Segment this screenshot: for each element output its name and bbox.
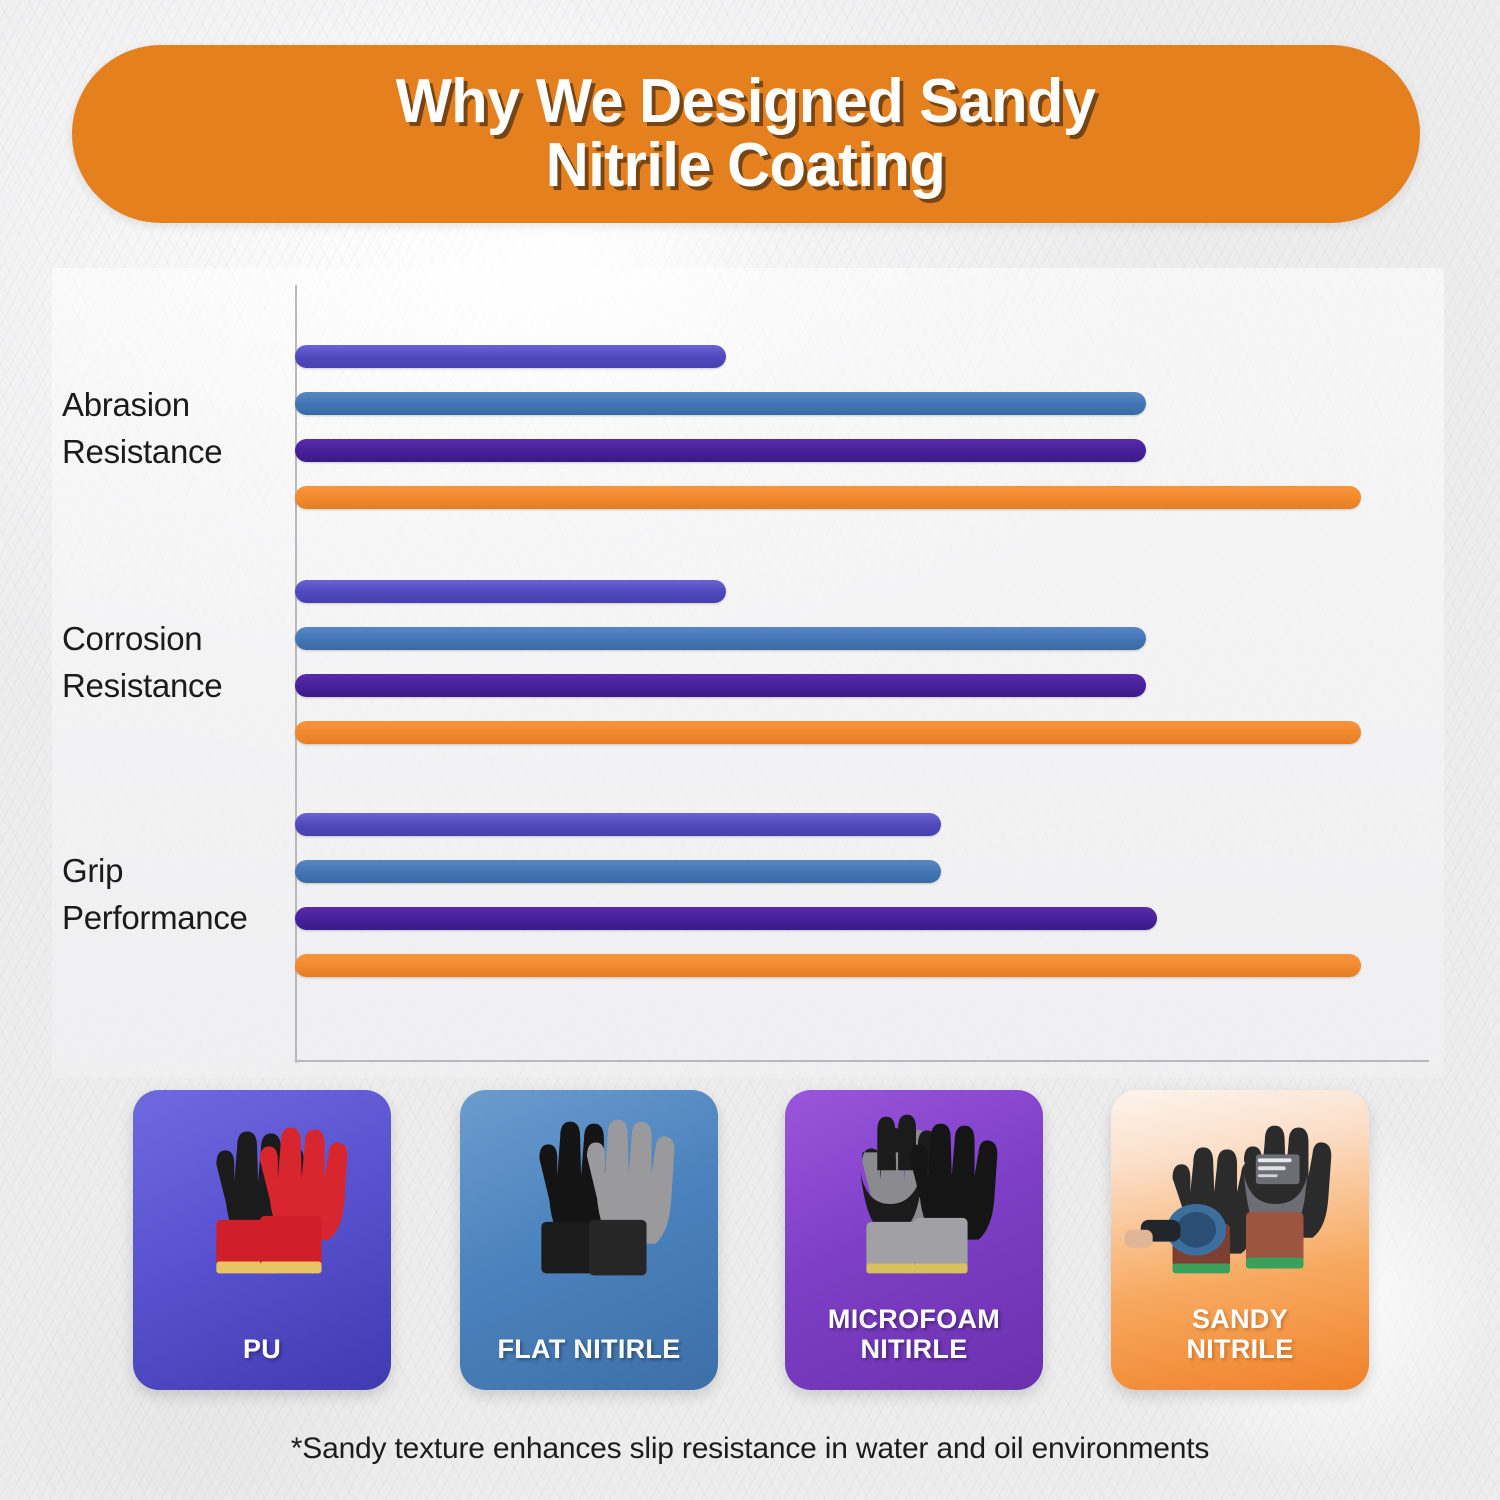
- category-label-line-1: Abrasion: [62, 386, 190, 423]
- glove-flat-nitrile-icon: [460, 1104, 718, 1294]
- footnote: *Sandy texture enhances slip resistance …: [290, 1432, 1210, 1465]
- page-title-line-2: Nitrile Coating: [546, 131, 946, 200]
- category-label-line-1: Grip: [62, 852, 124, 889]
- bar-abrasion-resistance-flat-nitirle: [295, 392, 1146, 415]
- legend-card-pu[interactable]: PU: [133, 1090, 391, 1390]
- chart-y-axis-line: [295, 285, 297, 1063]
- bar-grip-performance-microfoam-nitirle: [295, 907, 1157, 930]
- category-label-line-2: Performance: [62, 898, 248, 936]
- title-banner: Why We Designed Sandy Nitrile Coating: [72, 45, 1420, 223]
- page-title-line-1: Why We Designed Sandy: [396, 67, 1096, 137]
- bar-abrasion-resistance-microfoam-nitirle: [295, 439, 1146, 462]
- bar-abrasion-resistance-pu: [295, 345, 726, 368]
- bar-corrosion-resistance-sandy-nitrile: [295, 721, 1361, 744]
- bar-grip-performance-pu: [295, 813, 941, 836]
- category-label-abrasion-resistance: Abrasion Resistance: [62, 382, 302, 476]
- legend-card-label: SANDY NITRILE: [1186, 1303, 1294, 1364]
- legend-card-sandy-nitrile[interactable]: SANDY NITRILE: [1111, 1090, 1369, 1390]
- legend-cards: PU FLAT NITIRLE: [0, 1090, 1500, 1395]
- category-label-corrosion-resistance: Corrosion Resistance: [62, 616, 302, 710]
- bar-abrasion-resistance-sandy-nitrile: [295, 486, 1361, 509]
- bar-corrosion-resistance-pu: [295, 580, 726, 603]
- bar-corrosion-resistance-microfoam-nitirle: [295, 674, 1146, 697]
- legend-card-label: FLAT NITIRLE: [497, 1333, 681, 1364]
- category-label-line-1: Corrosion: [62, 620, 203, 657]
- legend-card-flat-nitirle[interactable]: FLAT NITIRLE: [460, 1090, 718, 1390]
- glove-pu-icon: [133, 1104, 391, 1294]
- category-label-grip-performance: Grip Performance: [62, 848, 302, 942]
- glove-microfoam-nitrile-icon: [785, 1104, 1043, 1294]
- bar-grip-performance-flat-nitirle: [295, 860, 941, 883]
- page-title: Why We Designed Sandy Nitrile Coating: [358, 70, 1135, 198]
- category-label-line-2: Resistance: [62, 666, 223, 704]
- bar-grip-performance-sandy-nitrile: [295, 954, 1361, 977]
- legend-card-label: PU: [242, 1333, 282, 1364]
- legend-card-microfoam-nitirle[interactable]: MICROFOAM NITIRLE: [785, 1090, 1043, 1390]
- chart-x-axis-line: [295, 1060, 1429, 1062]
- bar-corrosion-resistance-flat-nitirle: [295, 627, 1146, 650]
- category-label-line-2: Resistance: [62, 432, 223, 470]
- glove-sandy-nitrile-icon: [1111, 1104, 1369, 1294]
- legend-card-label: MICROFOAM NITIRLE: [827, 1303, 1001, 1364]
